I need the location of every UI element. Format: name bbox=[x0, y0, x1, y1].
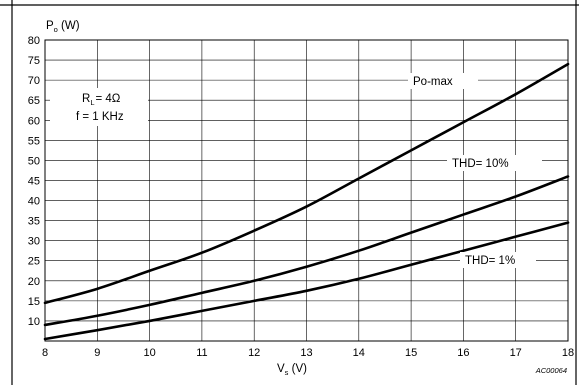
y-tick-label: 50 bbox=[28, 155, 40, 167]
plot-area-border bbox=[44, 39, 569, 342]
y-tick-labels: 10 15 20 25 30 35 40 45 50 55 60 65 70 75 80 bbox=[28, 35, 40, 328]
curve-thd-1 bbox=[43, 221, 570, 341]
x-tick-label: 10 bbox=[143, 347, 155, 359]
x-tick-label: 11 bbox=[196, 347, 207, 359]
x-axis-label: Vs (V) bbox=[277, 363, 307, 377]
series-label-backdrop-thd-1 bbox=[460, 252, 536, 268]
figure-reference-code: AC00064 bbox=[535, 366, 567, 375]
series-label-backdrop-po-max bbox=[408, 73, 478, 89]
curves bbox=[43, 62, 570, 341]
series-label-backdrop-thd-10 bbox=[447, 155, 542, 171]
x-tick-label: 9 bbox=[94, 347, 100, 359]
x-tick-label: 12 bbox=[248, 347, 260, 359]
y-tick-label: 35 bbox=[28, 216, 40, 228]
x-tick-label: 8 bbox=[42, 347, 48, 359]
frequency-label: f = 1 KHz bbox=[76, 111, 124, 123]
conditions-backdrop bbox=[50, 88, 148, 126]
y-axis-label: Po (W) bbox=[46, 20, 80, 34]
series-label-thd-1: THD= 1% bbox=[465, 255, 515, 267]
x-tick-label: 14 bbox=[353, 347, 365, 359]
series-label-thd-10: THD= 10% bbox=[452, 158, 509, 170]
load-resistance-label: RL= 4Ω bbox=[82, 93, 121, 107]
y-tick-label: 30 bbox=[28, 236, 40, 248]
y-tick-label: 75 bbox=[28, 55, 40, 67]
x-tick-label: 16 bbox=[457, 347, 469, 359]
x-tick-label: 15 bbox=[405, 347, 417, 359]
y-tick-label: 70 bbox=[28, 75, 40, 87]
x-tick-label: 17 bbox=[510, 347, 522, 359]
curve-po-max bbox=[43, 62, 570, 305]
y-tick-label: 25 bbox=[28, 256, 40, 268]
series-label-po-max: Po-max bbox=[413, 76, 453, 88]
x-tick-label: 13 bbox=[300, 347, 312, 359]
y-tick-label: 55 bbox=[28, 135, 40, 147]
y-tick-label: 20 bbox=[28, 276, 40, 288]
y-tick-label: 40 bbox=[28, 196, 40, 208]
grid bbox=[44, 39, 569, 341]
y-tick-label: 15 bbox=[28, 296, 40, 308]
y-tick-label: 65 bbox=[28, 95, 40, 107]
x-tick-label: 18 bbox=[562, 347, 574, 359]
x-tick-labels: 8 9 10 11 12 13 14 15 16 17 18 bbox=[42, 347, 574, 359]
curve-thd-10 bbox=[43, 175, 570, 327]
y-tick-label: 45 bbox=[28, 175, 40, 187]
y-tick-label: 10 bbox=[28, 316, 40, 328]
y-tick-label: 80 bbox=[28, 35, 40, 47]
y-tick-label: 60 bbox=[28, 115, 40, 127]
